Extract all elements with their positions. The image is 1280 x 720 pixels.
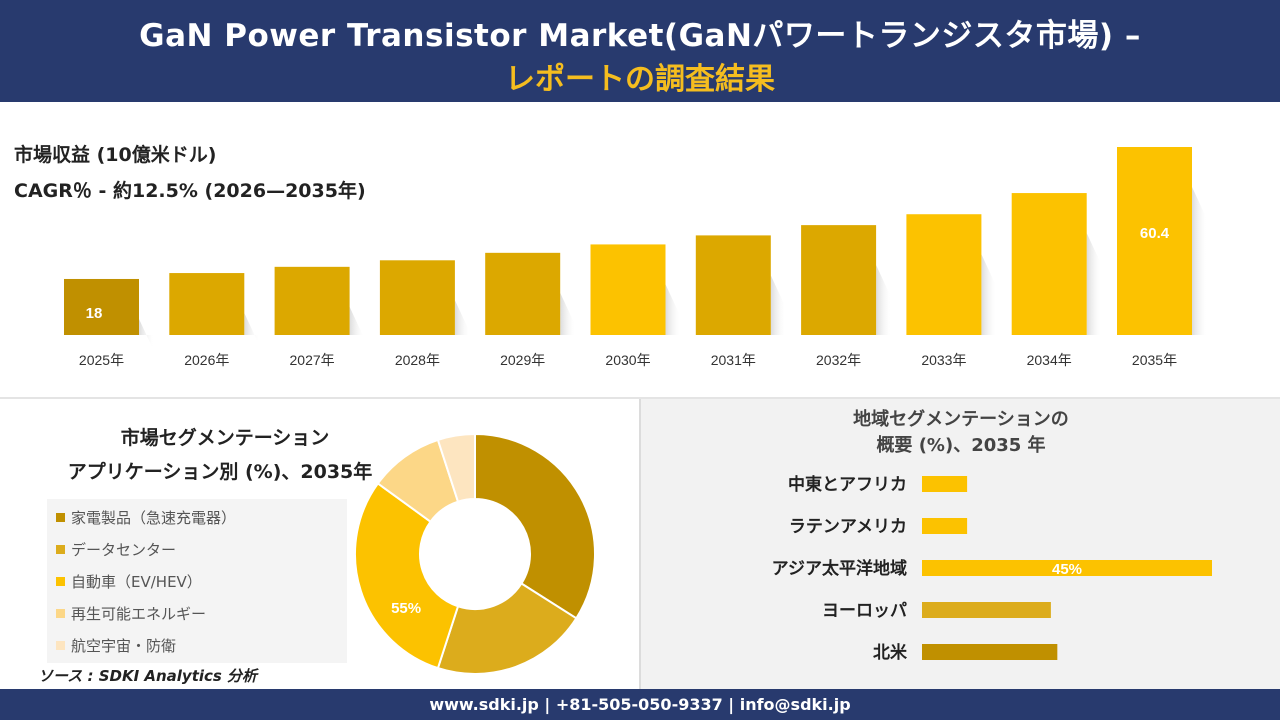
- bar-shadow: [244, 313, 259, 344]
- bar-data-label: 60.4: [1140, 225, 1170, 242]
- legend-item: 家電製品（急速充電器）: [56, 507, 236, 528]
- region-bar: [922, 560, 1212, 576]
- footer-contact: www.sdki.jp | +81-505-050-9337 | info@sd…: [0, 689, 1280, 720]
- year-tick-label: 2029年: [500, 352, 545, 368]
- legend-item: 自動車（EV/HEV）: [56, 571, 202, 592]
- revenue-bar: [169, 273, 245, 335]
- year-tick-label: 2031年: [711, 352, 756, 368]
- bar-shadow: [665, 284, 680, 335]
- region-bar: [922, 476, 968, 492]
- revenue-bar: [1011, 193, 1087, 335]
- header-banner: GaN Power Transistor Market(GaNパワートランジスタ…: [0, 0, 1280, 102]
- revenue-bar: [906, 214, 982, 335]
- donut-slice: [474, 432, 596, 620]
- year-tick-label: 2026年: [184, 352, 229, 368]
- bar-shadow: [981, 254, 996, 335]
- page-subtitle: レポートの調査結果: [505, 62, 775, 97]
- region-label: ラテンアメリカ: [789, 517, 907, 537]
- legend-swatch: [56, 641, 65, 650]
- region-bar: [922, 644, 1058, 660]
- legend-label: 再生可能エネルギー: [71, 605, 207, 623]
- segmentation-title-line2: アプリケーション別 (%)、2035年: [67, 461, 373, 483]
- section-divider: [0, 397, 1280, 399]
- year-tick-label: 2032年: [816, 352, 861, 368]
- bar-data-label: 18: [86, 305, 103, 322]
- revenue-bar: [274, 266, 350, 335]
- legend-item: データセンター: [56, 539, 176, 560]
- donut-slice: [354, 482, 460, 670]
- application-donut-chart: 55%: [354, 432, 596, 675]
- donut-slice: [436, 582, 578, 675]
- region-segmentation-panel: 中東とアフリカ ラテンアメリカアジア太平洋地域 45% ヨーロッパ北米 地域セグメンテ…: [641, 399, 1280, 689]
- bar-shadow: [139, 318, 153, 349]
- legend-swatch: [56, 609, 65, 618]
- legend-label: データセンター: [71, 541, 177, 559]
- revenue-label: 市場収益 (10億米ドル): [14, 144, 217, 166]
- region-bar: [922, 602, 1051, 618]
- revenue-bar: [1117, 147, 1192, 335]
- source-note: ソース : SDKI Analytics 分析: [38, 667, 258, 685]
- year-tick-label: 2034年: [1027, 352, 1072, 368]
- legend-swatch: [56, 513, 65, 522]
- segmentation-title-line1: 市場セグメンテーション: [120, 427, 330, 449]
- region-title-line1: 地域セグメンテーションの: [853, 409, 1069, 430]
- year-tick-label: 2035年: [1132, 352, 1177, 368]
- revenue-bar: [379, 260, 455, 335]
- revenue-bar: [695, 235, 771, 335]
- legend-swatch: [56, 577, 65, 586]
- region-label: 北米: [873, 642, 908, 663]
- region-data-label: 45%: [1052, 561, 1082, 578]
- legend-item: 航空宇宙・防衛: [56, 635, 176, 656]
- cagr-label: CAGR％ - 約12.5% (2026—2035年): [14, 180, 366, 202]
- year-tick-label: 2030年: [605, 352, 650, 368]
- application-segmentation-panel: 市場セグメンテーション アプリケーション別 (%)、2035年 家電製品（急速充…: [0, 399, 640, 689]
- donut-data-label: 55%: [391, 600, 421, 617]
- bar-shadow: [560, 292, 575, 335]
- revenue-bars-svg: 2025年 18 2026年 2027年 2028年 2029年 2030年 2031年 203…: [64, 147, 1206, 368]
- revenue-bar: [485, 252, 561, 335]
- panel-divider: [639, 399, 641, 689]
- revenue-bar-chart: 2025年 18 2026年 2027年 2028年 2029年 2030年 2031年 203…: [0, 110, 1280, 400]
- bar-shadow: [1086, 233, 1101, 335]
- legend-label: 家電製品（急速充電器）: [71, 509, 237, 527]
- year-tick-label: 2025年: [79, 352, 124, 368]
- segmentation-legend: [47, 499, 347, 663]
- legend-label: 航空宇宙・防衛: [71, 637, 177, 655]
- legend-item: 再生可能エネルギー: [56, 603, 206, 624]
- revenue-bar: [64, 278, 139, 335]
- bar-shadow: [770, 275, 785, 335]
- revenue-bar: [590, 244, 666, 335]
- region-label: アジア太平洋地域: [772, 558, 907, 579]
- year-tick-label: 2027年: [290, 352, 335, 368]
- bar-shadow: [1192, 187, 1206, 335]
- revenue-bar: [801, 225, 877, 335]
- region-title-line2: 概要 (%)、2035 年: [876, 435, 1046, 456]
- bar-shadow: [349, 306, 364, 337]
- year-tick-label: 2033年: [921, 352, 966, 368]
- donut-slice: [436, 432, 476, 503]
- bar-shadow: [876, 265, 891, 335]
- region-bar: [922, 518, 968, 534]
- region-label: 中東とアフリカ: [788, 474, 907, 495]
- region-label: ヨーロッパ: [822, 601, 907, 621]
- year-tick-label: 2028年: [395, 352, 440, 368]
- page-title: GaN Power Transistor Market(GaNパワートランジスタ…: [139, 18, 1141, 54]
- bar-shadow: [454, 300, 469, 335]
- legend-swatch: [56, 545, 65, 554]
- legend-label: 自動車（EV/HEV）: [71, 573, 202, 591]
